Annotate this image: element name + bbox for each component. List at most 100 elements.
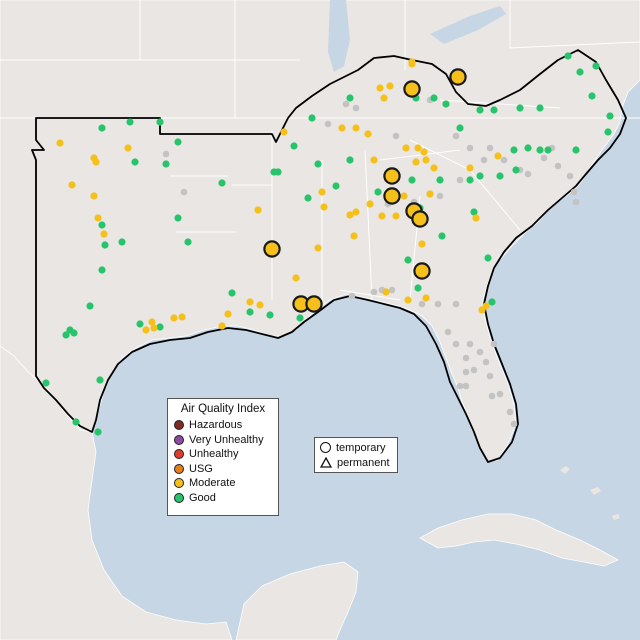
moderate-temporary-monitor[interactable]	[411, 210, 429, 228]
moderate-monitor-dot[interactable]	[408, 60, 416, 68]
good-monitor-dot[interactable]	[156, 323, 164, 331]
moderate-monitor-dot[interactable]	[422, 294, 430, 302]
moderate-monitor-dot[interactable]	[426, 190, 434, 198]
good-monitor-dot[interactable]	[346, 94, 354, 102]
good-monitor-dot[interactable]	[484, 254, 492, 262]
good-monitor-dot[interactable]	[524, 144, 532, 152]
no-data-monitor-dot[interactable]	[342, 100, 350, 108]
moderate-monitor-dot[interactable]	[100, 230, 108, 238]
good-monitor-dot[interactable]	[488, 298, 496, 306]
good-monitor-dot[interactable]	[476, 172, 484, 180]
moderate-monitor-dot[interactable]	[414, 144, 422, 152]
no-data-monitor-dot[interactable]	[566, 172, 574, 180]
moderate-monitor-dot[interactable]	[92, 158, 100, 166]
good-monitor-dot[interactable]	[476, 106, 484, 114]
good-monitor-dot[interactable]	[246, 308, 254, 316]
good-monitor-dot[interactable]	[184, 238, 192, 246]
moderate-monitor-dot[interactable]	[148, 318, 156, 326]
moderate-temporary-monitor[interactable]	[413, 262, 431, 280]
good-monitor-dot[interactable]	[266, 311, 274, 319]
good-monitor-dot[interactable]	[512, 166, 520, 174]
good-monitor-dot[interactable]	[490, 106, 498, 114]
moderate-monitor-dot[interactable]	[366, 200, 374, 208]
good-monitor-dot[interactable]	[544, 146, 552, 154]
moderate-monitor-dot[interactable]	[320, 203, 328, 211]
moderate-monitor-dot[interactable]	[254, 206, 262, 214]
good-monitor-dot[interactable]	[162, 160, 170, 168]
moderate-monitor-dot[interactable]	[68, 181, 76, 189]
moderate-monitor-dot[interactable]	[478, 306, 486, 314]
moderate-monitor-dot[interactable]	[256, 301, 264, 309]
good-monitor-dot[interactable]	[101, 241, 109, 249]
no-data-monitor-dot[interactable]	[554, 162, 562, 170]
moderate-monitor-dot[interactable]	[218, 322, 226, 330]
good-monitor-dot[interactable]	[516, 104, 524, 112]
no-data-monitor-dot[interactable]	[466, 340, 474, 348]
moderate-monitor-dot[interactable]	[350, 232, 358, 240]
good-monitor-dot[interactable]	[126, 118, 134, 126]
moderate-monitor-dot[interactable]	[430, 164, 438, 172]
moderate-monitor-dot[interactable]	[314, 244, 322, 252]
no-data-monitor-dot[interactable]	[456, 176, 464, 184]
good-monitor-dot[interactable]	[136, 320, 144, 328]
no-data-monitor-dot[interactable]	[476, 348, 484, 356]
moderate-monitor-dot[interactable]	[400, 192, 408, 200]
no-data-monitor-dot[interactable]	[418, 300, 426, 308]
moderate-monitor-dot[interactable]	[370, 156, 378, 164]
moderate-monitor-dot[interactable]	[142, 326, 150, 334]
no-data-monitor-dot[interactable]	[506, 408, 514, 416]
moderate-monitor-dot[interactable]	[280, 128, 288, 136]
good-monitor-dot[interactable]	[274, 168, 282, 176]
moderate-monitor-dot[interactable]	[346, 211, 354, 219]
no-data-monitor-dot[interactable]	[462, 368, 470, 376]
moderate-monitor-dot[interactable]	[90, 192, 98, 200]
moderate-monitor-dot[interactable]	[472, 214, 480, 222]
good-monitor-dot[interactable]	[430, 94, 438, 102]
good-monitor-dot[interactable]	[456, 124, 464, 132]
moderate-monitor-dot[interactable]	[418, 240, 426, 248]
moderate-monitor-dot[interactable]	[376, 84, 384, 92]
no-data-monitor-dot[interactable]	[324, 120, 332, 128]
moderate-monitor-dot[interactable]	[318, 188, 326, 196]
moderate-temporary-monitor[interactable]	[449, 68, 467, 86]
good-monitor-dot[interactable]	[98, 124, 106, 132]
no-data-monitor-dot[interactable]	[486, 372, 494, 380]
no-data-monitor-dot[interactable]	[348, 292, 356, 300]
moderate-monitor-dot[interactable]	[382, 288, 390, 296]
good-monitor-dot[interactable]	[374, 188, 382, 196]
good-monitor-dot[interactable]	[496, 172, 504, 180]
no-data-monitor-dot[interactable]	[486, 144, 494, 152]
good-monitor-dot[interactable]	[346, 156, 354, 164]
moderate-monitor-dot[interactable]	[56, 139, 64, 147]
good-monitor-dot[interactable]	[408, 176, 416, 184]
good-monitor-dot[interactable]	[466, 176, 474, 184]
no-data-monitor-dot[interactable]	[444, 328, 452, 336]
no-data-monitor-dot[interactable]	[452, 132, 460, 140]
good-monitor-dot[interactable]	[414, 284, 422, 292]
no-data-monitor-dot[interactable]	[436, 192, 444, 200]
moderate-monitor-dot[interactable]	[412, 158, 420, 166]
good-monitor-dot[interactable]	[62, 331, 70, 339]
good-monitor-dot[interactable]	[308, 114, 316, 122]
good-monitor-dot[interactable]	[296, 314, 304, 322]
no-data-monitor-dot[interactable]	[490, 340, 498, 348]
no-data-monitor-dot[interactable]	[572, 198, 580, 206]
moderate-monitor-dot[interactable]	[404, 296, 412, 304]
no-data-monitor-dot[interactable]	[524, 170, 532, 178]
no-data-monitor-dot[interactable]	[540, 154, 548, 162]
moderate-monitor-dot[interactable]	[352, 124, 360, 132]
good-monitor-dot[interactable]	[228, 289, 236, 297]
moderate-monitor-dot[interactable]	[178, 313, 186, 321]
good-monitor-dot[interactable]	[332, 182, 340, 190]
moderate-monitor-dot[interactable]	[494, 152, 502, 160]
no-data-monitor-dot[interactable]	[462, 354, 470, 362]
good-monitor-dot[interactable]	[438, 232, 446, 240]
no-data-monitor-dot[interactable]	[456, 382, 464, 390]
no-data-monitor-dot[interactable]	[452, 300, 460, 308]
good-monitor-dot[interactable]	[218, 179, 226, 187]
moderate-monitor-dot[interactable]	[466, 164, 474, 172]
good-monitor-dot[interactable]	[510, 146, 518, 154]
good-monitor-dot[interactable]	[470, 208, 478, 216]
no-data-monitor-dot[interactable]	[466, 144, 474, 152]
moderate-monitor-dot[interactable]	[170, 314, 178, 322]
